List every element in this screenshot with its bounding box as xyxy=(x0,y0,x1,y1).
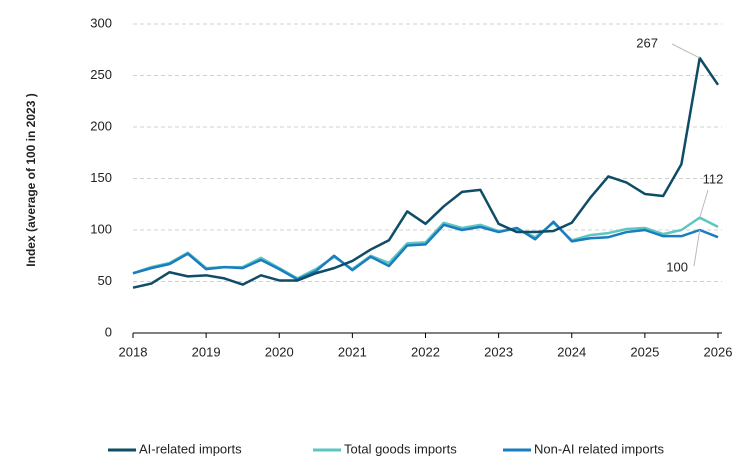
x-tick-label: 2025 xyxy=(630,344,659,359)
y-tick-label: 250 xyxy=(90,67,112,82)
y-tick-label: 50 xyxy=(98,273,112,288)
x-tick-label: 2023 xyxy=(484,344,513,359)
annotation: 100 xyxy=(666,259,688,274)
annotation-leader xyxy=(699,189,709,218)
x-tick-label: 2026 xyxy=(704,344,733,359)
legend-label: Total goods imports xyxy=(344,441,457,456)
y-tick-label: 0 xyxy=(105,324,112,339)
x-tick-label: 2021 xyxy=(338,344,367,359)
annotation: 267 xyxy=(636,35,658,50)
legend-label: AI-related imports xyxy=(139,441,242,456)
y-tick-label: 200 xyxy=(90,118,112,133)
annotation-leader xyxy=(693,229,701,267)
y-tick-label: 300 xyxy=(90,15,112,30)
y-tick-label: 150 xyxy=(90,170,112,185)
y-axis-label: Index (average of 100 in 2023 ) xyxy=(24,93,38,266)
x-tick-label: 2024 xyxy=(557,344,586,359)
annotation: 112 xyxy=(703,171,724,186)
y-tick-label: 100 xyxy=(90,221,112,236)
x-tick-label: 2022 xyxy=(411,344,440,359)
annotation-leader xyxy=(671,43,700,59)
series-line xyxy=(132,216,719,280)
series-line xyxy=(132,56,720,289)
legend-label: Non-AI related imports xyxy=(534,441,665,456)
x-tick-label: 2019 xyxy=(192,344,221,359)
x-tick-label: 2020 xyxy=(265,344,294,359)
series-line xyxy=(132,220,719,281)
x-tick-label: 2018 xyxy=(119,344,148,359)
